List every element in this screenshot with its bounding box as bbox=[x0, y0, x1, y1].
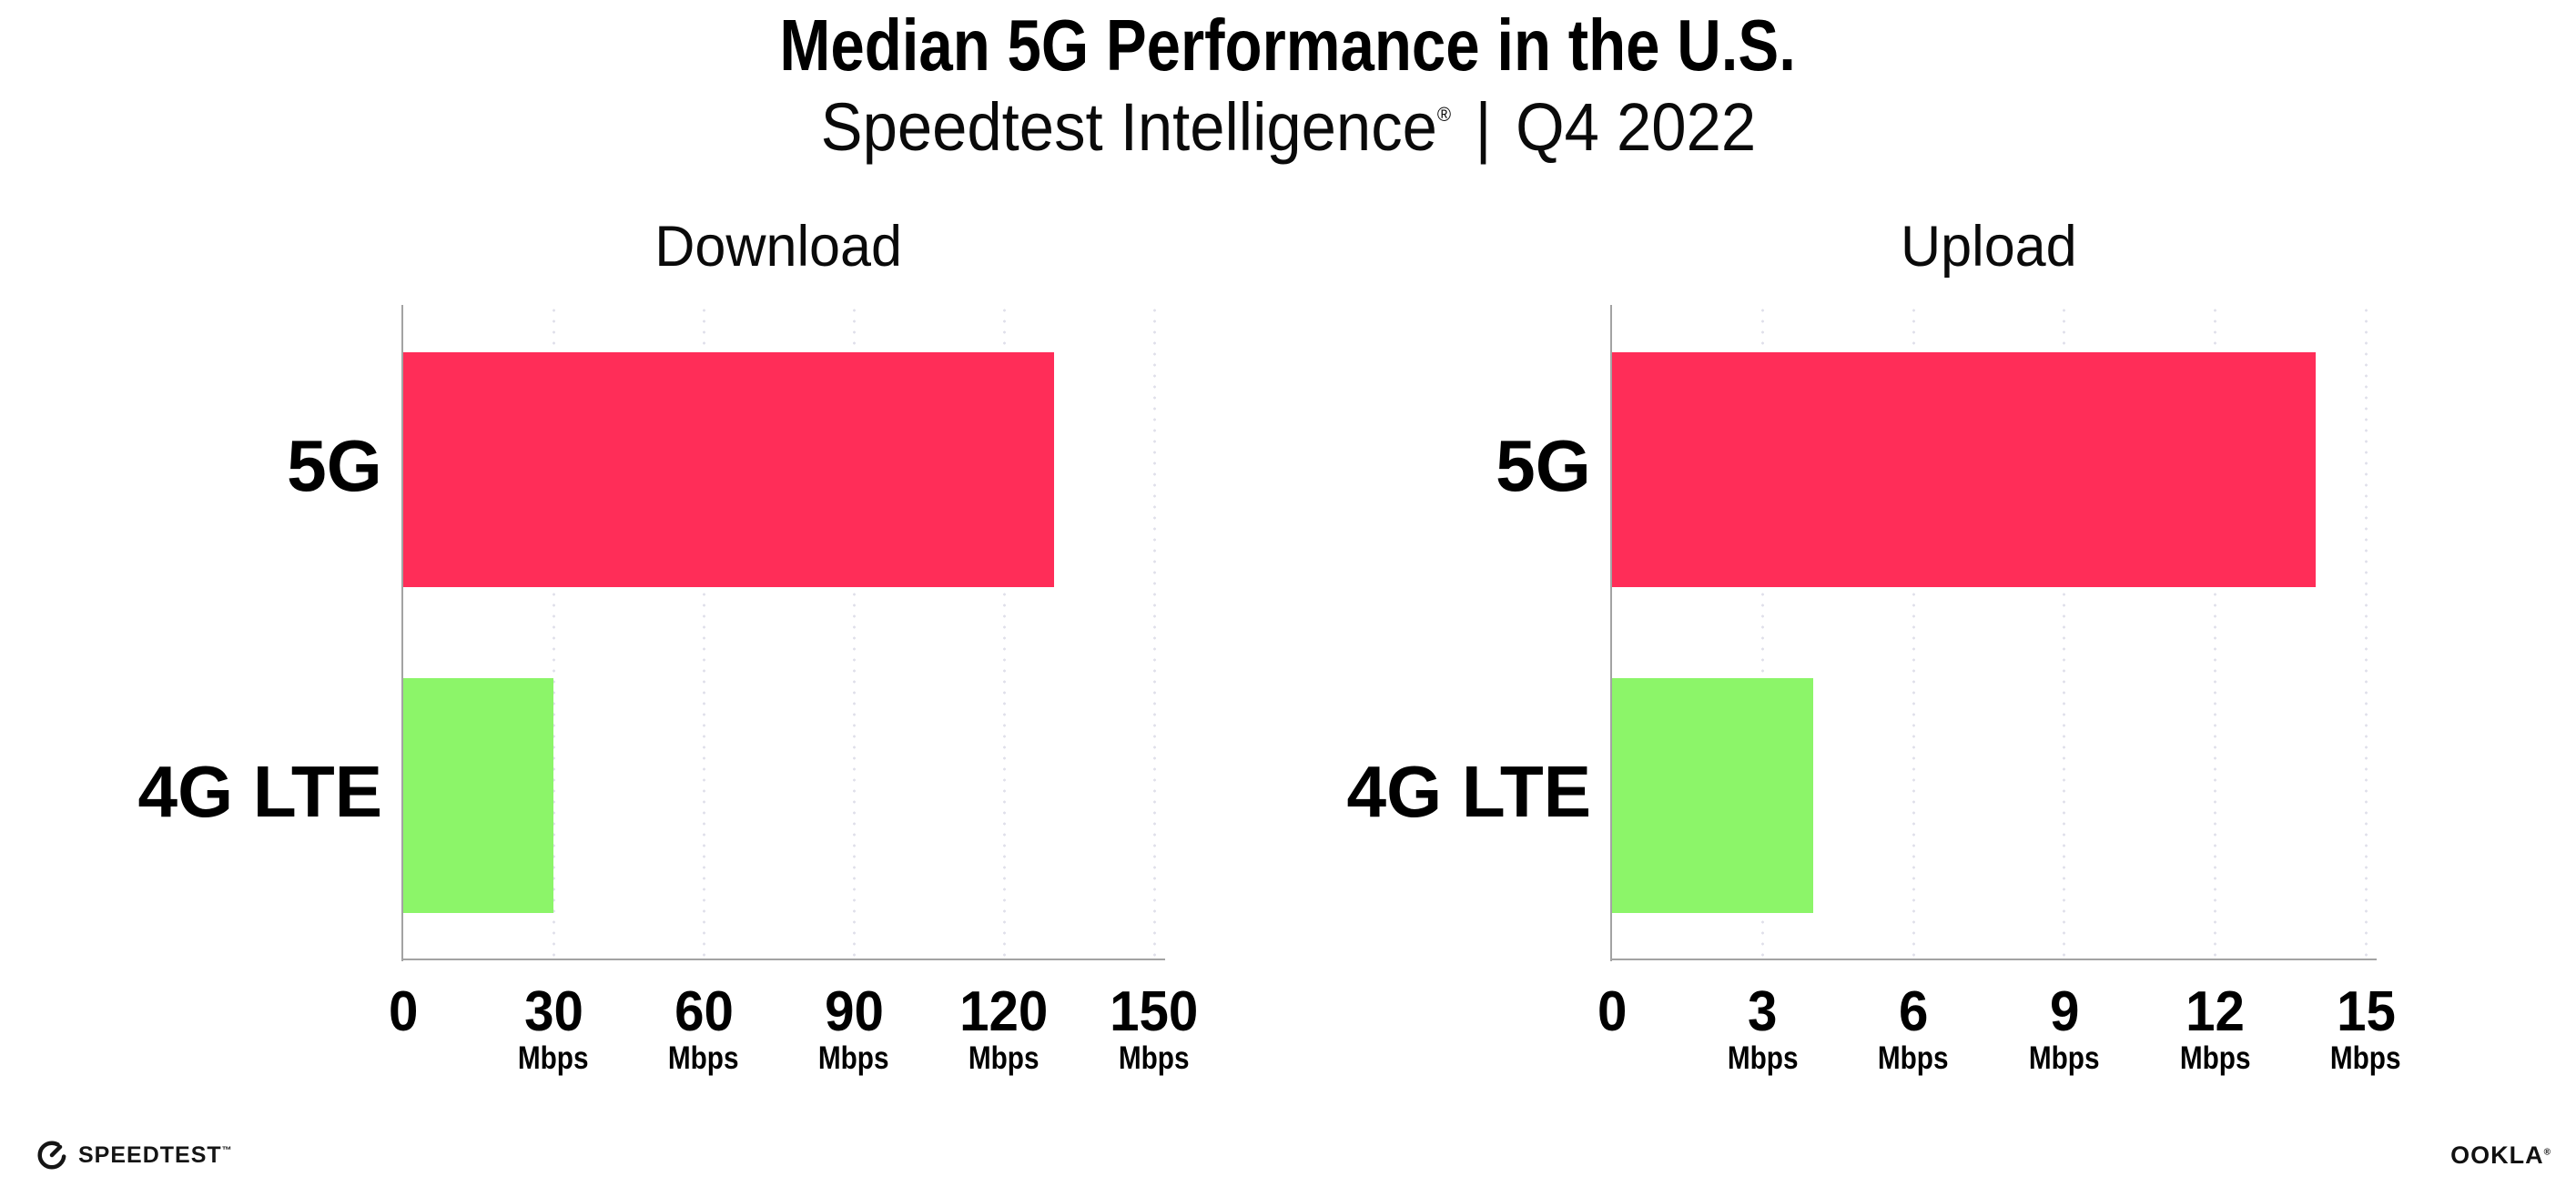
x-tick-label-text: 60 bbox=[674, 980, 734, 1043]
x-tick-unit: Mbps bbox=[2311, 1042, 2420, 1074]
x-tick-label: 0 bbox=[1539, 984, 1685, 1040]
upload-chart-title-text: Upload bbox=[1901, 215, 2077, 279]
speedtest-gauge-icon bbox=[37, 1141, 66, 1170]
x-tick-label-text: 120 bbox=[959, 980, 1049, 1043]
x-tick-unit-text: Mbps bbox=[969, 1040, 1040, 1076]
x-tick-label-text: 15 bbox=[2336, 980, 2396, 1043]
x-tick-unit: Mbps bbox=[2010, 1042, 2119, 1074]
x-tick-label-text: 9 bbox=[2049, 980, 2079, 1043]
bar-5g-download bbox=[403, 352, 1054, 587]
x-tick-unit-text: Mbps bbox=[2330, 1040, 2401, 1076]
page-title-text: Median 5G Performance in the U.S. bbox=[779, 5, 1797, 86]
row-label-5g: 5G bbox=[1227, 430, 1591, 502]
row-label-5g-text: 5G bbox=[287, 425, 382, 506]
bar-4g-lte-upload bbox=[1612, 678, 1813, 913]
gridline bbox=[702, 305, 705, 959]
gridline bbox=[552, 305, 555, 959]
row-label-5g-text: 5G bbox=[1496, 425, 1591, 506]
page-subtitle: Speedtest Intelligence® | Q4 2022 bbox=[0, 94, 2576, 161]
gridline bbox=[1152, 305, 1156, 959]
trademark-mark: ™ bbox=[221, 1144, 232, 1156]
x-tick-unit: Mbps bbox=[1709, 1042, 1818, 1074]
gridline bbox=[2213, 305, 2216, 959]
x-tick-unit: Mbps bbox=[649, 1042, 758, 1074]
page-title: Median 5G Performance in the U.S. bbox=[0, 9, 2576, 82]
x-tick-label: 15 bbox=[2293, 984, 2439, 1040]
x-tick-unit-text: Mbps bbox=[818, 1040, 889, 1076]
x-tick-label: 120 bbox=[931, 984, 1077, 1040]
download-chart-title-text: Download bbox=[654, 215, 903, 279]
x-tick-unit: Mbps bbox=[949, 1042, 1059, 1074]
ookla-logo: OOKLA® bbox=[2450, 1143, 2551, 1168]
speedtest-wordmark-text: SPEEDTEST bbox=[78, 1141, 222, 1168]
x-tick-unit-text: Mbps bbox=[518, 1040, 589, 1076]
x-tick-label: 0 bbox=[330, 984, 476, 1040]
download-chart-title: Download bbox=[403, 218, 1154, 276]
x-tick-label-text: 150 bbox=[1110, 980, 1199, 1043]
x-tick-label: 12 bbox=[2142, 984, 2287, 1040]
x-tick-label: 90 bbox=[781, 984, 927, 1040]
x-tick-unit-text: Mbps bbox=[1878, 1040, 1950, 1076]
x-tick-unit: Mbps bbox=[799, 1042, 908, 1074]
x-tick-unit: Mbps bbox=[499, 1042, 608, 1074]
row-label-4g-lte-text: 4G LTE bbox=[137, 751, 382, 832]
x-tick-unit: Mbps bbox=[1859, 1042, 1968, 1074]
x-tick-label-text: 0 bbox=[388, 980, 419, 1043]
x-tick-unit-text: Mbps bbox=[2179, 1040, 2251, 1076]
x-tick-label-text: 3 bbox=[1748, 980, 1778, 1043]
y-axis-line bbox=[401, 305, 403, 961]
registered-mark: ® bbox=[2543, 1147, 2551, 1158]
gridline bbox=[1761, 305, 1765, 959]
gridline bbox=[2063, 305, 2066, 959]
registered-mark: ® bbox=[1436, 102, 1451, 126]
row-label-4g-lte: 4G LTE bbox=[18, 756, 382, 828]
x-tick-label: 9 bbox=[1992, 984, 2137, 1040]
x-tick-label: 150 bbox=[1081, 984, 1227, 1040]
subtitle-product: Speedtest Intelligence bbox=[820, 89, 1437, 165]
speedtest-wordmark: SPEEDTEST™ bbox=[78, 1141, 232, 1168]
speedtest-logo: SPEEDTEST™ bbox=[36, 1140, 232, 1171]
row-label-4g-lte-text: 4G LTE bbox=[1346, 751, 1591, 832]
x-tick-label-text: 90 bbox=[824, 980, 884, 1043]
x-tick-unit: Mbps bbox=[2160, 1042, 2269, 1074]
x-tick-unit: Mbps bbox=[1100, 1042, 1209, 1074]
gridline bbox=[852, 305, 856, 959]
subtitle-period: Q4 2022 bbox=[1515, 89, 1756, 165]
gridline bbox=[1002, 305, 1006, 959]
x-tick-unit-text: Mbps bbox=[1119, 1040, 1190, 1076]
ookla-wordmark-text: OOKLA bbox=[2450, 1141, 2544, 1169]
x-tick-label-text: 30 bbox=[523, 980, 583, 1043]
gridline bbox=[1912, 305, 1915, 959]
subtitle-divider: | bbox=[1475, 89, 1492, 165]
x-tick-label: 6 bbox=[1841, 984, 1986, 1040]
x-tick-label: 30 bbox=[481, 984, 626, 1040]
x-tick-label: 3 bbox=[1690, 984, 1836, 1040]
x-tick-unit-text: Mbps bbox=[2028, 1040, 2100, 1076]
bar-5g-upload bbox=[1612, 352, 2316, 587]
x-tick-label: 60 bbox=[631, 984, 776, 1040]
x-tick-label-text: 6 bbox=[1898, 980, 1929, 1043]
x-axis-line bbox=[1610, 959, 2377, 960]
x-tick-label-text: 12 bbox=[2185, 980, 2245, 1043]
x-axis-line bbox=[401, 959, 1165, 960]
gridline bbox=[2364, 305, 2368, 959]
upload-chart-title: Upload bbox=[1612, 218, 2366, 276]
y-axis-line bbox=[1610, 305, 1612, 961]
x-tick-unit-text: Mbps bbox=[668, 1040, 739, 1076]
x-tick-label-text: 0 bbox=[1597, 980, 1628, 1043]
bar-4g-lte-download bbox=[403, 678, 553, 913]
row-label-5g: 5G bbox=[18, 430, 382, 502]
row-label-4g-lte: 4G LTE bbox=[1227, 756, 1591, 828]
x-tick-unit-text: Mbps bbox=[1727, 1040, 1799, 1076]
